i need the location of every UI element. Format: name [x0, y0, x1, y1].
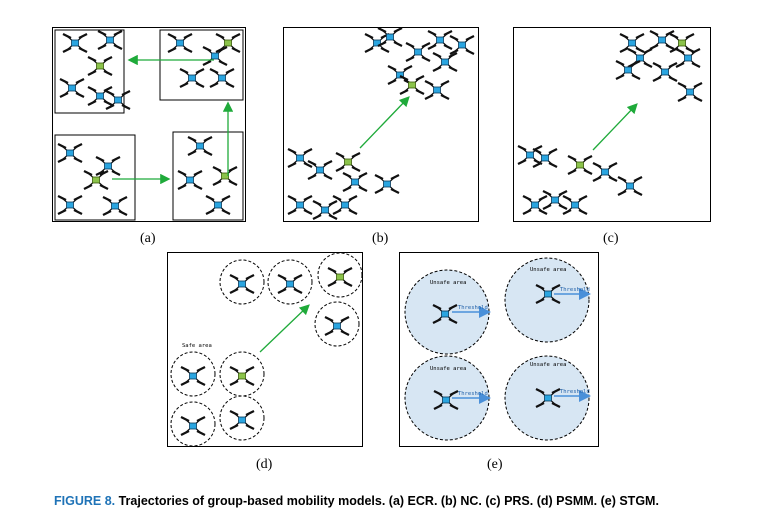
figure-caption: FIGURE 8. Trajectories of group-based mo…	[54, 494, 659, 508]
figure-caption-lead: FIGURE 8.	[54, 494, 116, 508]
subfigure-label-e: (e)	[487, 457, 503, 472]
unsafe-area-label-1: Unsafe area	[430, 280, 467, 286]
panel-a	[54, 29, 244, 221]
unsafe-area-label-2: Unsafe area	[530, 267, 567, 273]
threshold-label-1: Threshold	[458, 305, 488, 311]
unsafe-area-label-3: Unsafe area	[430, 366, 467, 372]
panel-c	[516, 29, 704, 216]
panel-e	[404, 257, 591, 441]
subfigure-label-d: (d)	[256, 457, 273, 472]
subfigure-label-b: (b)	[372, 231, 389, 246]
threshold-label-2: Threshold	[560, 287, 590, 293]
panel-b	[286, 26, 476, 221]
threshold-label-3: Threshold	[458, 391, 488, 397]
subfigure-label-a: (a)	[140, 231, 156, 246]
figure-caption-text: Trajectories of group-based mobility mod…	[118, 494, 659, 508]
subfigure-label-c: (c)	[603, 231, 619, 246]
panel-c-frame	[513, 27, 711, 222]
safe-area-label: Safe area	[182, 343, 212, 349]
threshold-label-4: Threshold	[560, 389, 590, 395]
unsafe-area-label-4: Unsafe area	[530, 362, 567, 368]
panel-d	[170, 252, 363, 447]
